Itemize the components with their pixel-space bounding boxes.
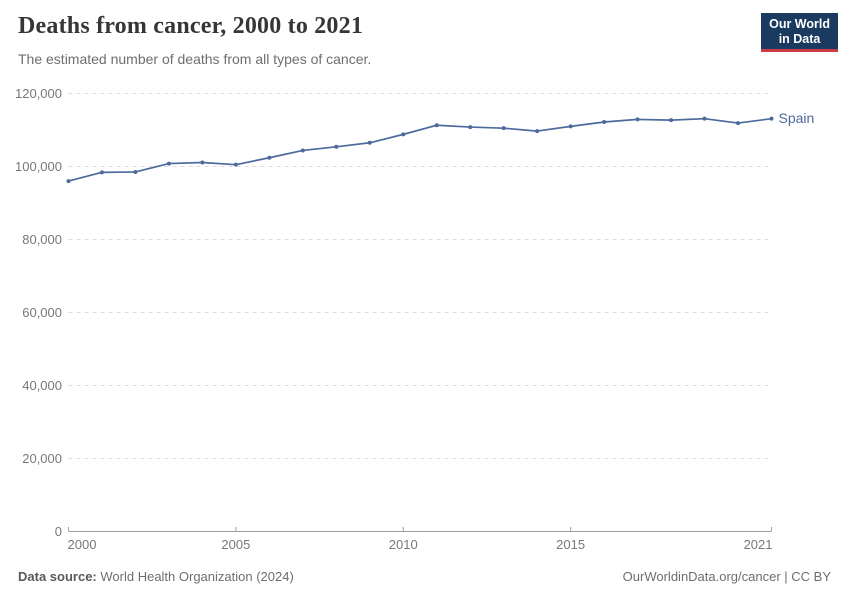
data-point [267,155,272,160]
owid-logo-line2: in Data [778,31,821,46]
x-axis-tick-label: 2015 [556,537,585,552]
data-point [535,129,540,134]
data-source-label: Data source: [18,569,97,584]
owid-logo[interactable]: Our World in Data [761,13,838,52]
owid-logo-line1: Our World [769,17,830,31]
series-line-spain [68,117,772,182]
data-point [233,162,238,167]
y-axis-tick-label: 0 [55,524,62,539]
data-point [635,117,640,122]
data-point [300,148,305,153]
x-axis-tick-label: 2021 [744,537,773,552]
data-point [401,132,406,137]
data-point [434,123,439,128]
data-source: Data source: World Health Organization (… [18,569,294,584]
data-point [367,140,372,145]
data-point [736,121,741,126]
data-point [166,161,171,166]
y-axis-tick-label: 100,000 [15,159,62,174]
data-point [702,116,707,121]
y-axis-tick-label: 80,000 [22,232,62,247]
data-point [334,144,339,149]
data-source-text: World Health Organization (2024) [100,569,294,584]
footer-link[interactable]: OurWorldinData.org/cancer | CC BY [622,569,831,584]
data-point [669,118,674,123]
chart-area: 0 20,000 40,000 60,000 80,000 100,000 120,000 2… [0,80,850,555]
data-point [133,169,138,174]
data-point [66,179,71,184]
data-point [568,124,573,129]
data-point [602,119,607,124]
line-chart[interactable]: 0 20,000 40,000 60,000 80,000 100,000 120,000 2… [0,80,850,555]
x-axis-tick-label: 2005 [221,537,250,552]
x-axis-tick-label: 2000 [68,537,97,552]
data-point [501,126,506,131]
y-axis-tick-label: 120,000 [15,86,62,101]
data-point [200,160,205,165]
y-axis-tick-label: 60,000 [22,305,62,320]
data-point [99,170,104,175]
x-axis-tick-label: 2010 [389,537,418,552]
chart-subtitle: The estimated number of deaths from all … [18,51,372,67]
y-axis-tick-label: 20,000 [22,451,62,466]
y-axis-tick-label: 40,000 [22,378,62,393]
chart-title: Deaths from cancer, 2000 to 2021 [18,13,364,39]
data-point [468,125,473,130]
data-point [769,116,774,121]
series-label-spain: Spain [779,110,815,126]
